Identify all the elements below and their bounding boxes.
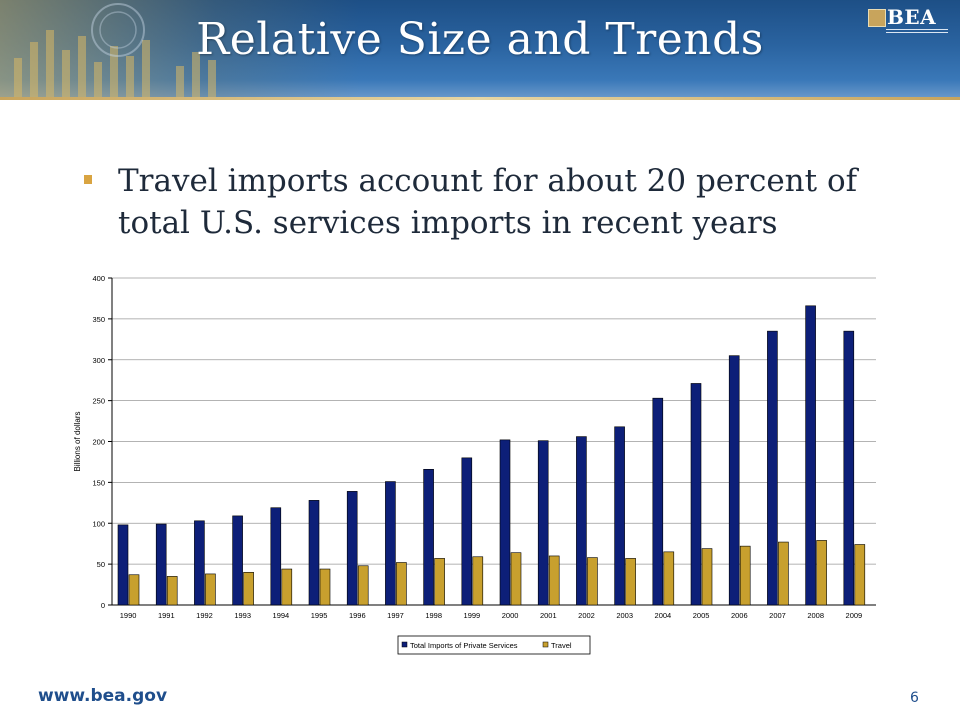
bar-travel — [701, 548, 713, 606]
bar-travel — [510, 552, 522, 606]
legend-swatch-travel — [542, 641, 549, 648]
bar-travel — [587, 557, 598, 606]
bar-total-imports — [843, 330, 855, 606]
x-tick-label: 2006 — [731, 611, 748, 620]
x-tick-label: 1993 — [234, 611, 251, 620]
bar-total-imports — [423, 468, 434, 606]
bar-total-imports — [155, 523, 167, 606]
bar-travel — [739, 545, 751, 606]
x-tick-label: 2003 — [616, 611, 633, 620]
y-tick-label: 300 — [92, 356, 105, 365]
legend-swatch-total — [401, 641, 408, 648]
y-tick-label: 50 — [97, 560, 105, 569]
x-tick-label: 2009 — [846, 611, 863, 620]
x-tick-label: 2004 — [655, 611, 672, 620]
bar-travel — [319, 568, 331, 606]
y-tick-label: 200 — [92, 438, 105, 447]
bar-total-imports — [232, 515, 243, 606]
x-tick-label: 2000 — [502, 611, 519, 620]
x-tick-label: 1996 — [349, 611, 366, 620]
legend-label-total: Total Imports of Private Services — [410, 641, 518, 650]
bar-total-imports — [346, 491, 358, 606]
y-axis-label: Billions of dollars — [73, 411, 82, 471]
x-tick-label: 2007 — [769, 611, 786, 620]
bar-total-imports — [385, 481, 396, 606]
page-number: 6 — [910, 690, 919, 706]
bar-total-imports — [652, 397, 664, 606]
x-tick-label: 1999 — [464, 611, 481, 620]
footer-url[interactable]: www.bea.gov — [38, 686, 168, 706]
x-tick-label: 2001 — [540, 611, 557, 620]
banner-stripe — [0, 97, 960, 100]
bea-logo-icon — [868, 9, 886, 27]
bar-total-imports — [499, 439, 511, 606]
bar-travel — [625, 558, 636, 606]
imports-bar-chart: 0 50 100 150 200 250 300 350 400 Billions of doll… — [73, 274, 876, 655]
banner-decoration — [0, 0, 360, 100]
bar-total-imports — [576, 436, 587, 606]
x-tick-label: 2008 — [807, 611, 824, 620]
bar-travel — [205, 573, 216, 606]
bar-travel — [663, 551, 675, 606]
bullet-marker-icon — [84, 175, 92, 184]
bar-travel — [778, 541, 789, 606]
x-tick-label: 1991 — [158, 611, 175, 620]
bar-total-imports — [767, 330, 778, 606]
x-tick-label: 1992 — [196, 611, 213, 620]
bea-logo: BEA — [868, 5, 948, 42]
bar-travel — [128, 574, 140, 606]
y-tick-label: 400 — [92, 274, 105, 283]
bar-travel — [166, 576, 178, 606]
bar-total-imports — [117, 524, 129, 606]
bea-logo-subline — [886, 29, 948, 33]
bar-total-imports — [728, 355, 740, 606]
slide-title: Relative Size and Trends — [196, 14, 764, 65]
y-tick-label: 0 — [101, 601, 105, 610]
bar-travel — [281, 568, 293, 606]
bar-travel — [472, 556, 484, 606]
x-tick-label: 1998 — [425, 611, 442, 620]
bea-logo-text: BEA — [887, 5, 937, 29]
bar-total-imports — [270, 507, 282, 606]
bar-travel — [357, 565, 369, 606]
bar-total-imports — [690, 383, 702, 606]
bar-total-imports — [805, 305, 816, 606]
bullet-text: Travel imports account for about 20 perc… — [118, 163, 858, 241]
x-tick-label: 1995 — [311, 611, 328, 620]
bar-total-imports — [461, 457, 473, 606]
x-tick-label: 1994 — [273, 611, 290, 620]
title-banner: Relative Size and Trends BEA — [0, 0, 960, 100]
legend-label-travel: Travel — [551, 641, 572, 650]
legend-box — [397, 635, 591, 655]
y-tick-label: 150 — [92, 478, 105, 487]
bar-travel — [854, 544, 866, 606]
x-tick-label: 2002 — [578, 611, 595, 620]
y-tick-label: 100 — [92, 519, 105, 528]
x-tick-label: 2005 — [693, 611, 710, 620]
bar-travel — [434, 558, 445, 606]
bar-total-imports — [537, 440, 549, 606]
bar-total-imports — [308, 500, 320, 606]
bar-travel — [396, 562, 407, 606]
bar-travel — [816, 540, 827, 606]
bar-total-imports — [614, 426, 625, 606]
x-tick-label: 1997 — [387, 611, 404, 620]
y-tick-label: 250 — [92, 397, 105, 406]
bar-total-imports — [194, 520, 205, 606]
bar-travel — [548, 555, 560, 606]
y-tick-label: 350 — [92, 315, 105, 324]
x-tick-label: 1990 — [120, 611, 137, 620]
bar-travel — [243, 571, 254, 606]
